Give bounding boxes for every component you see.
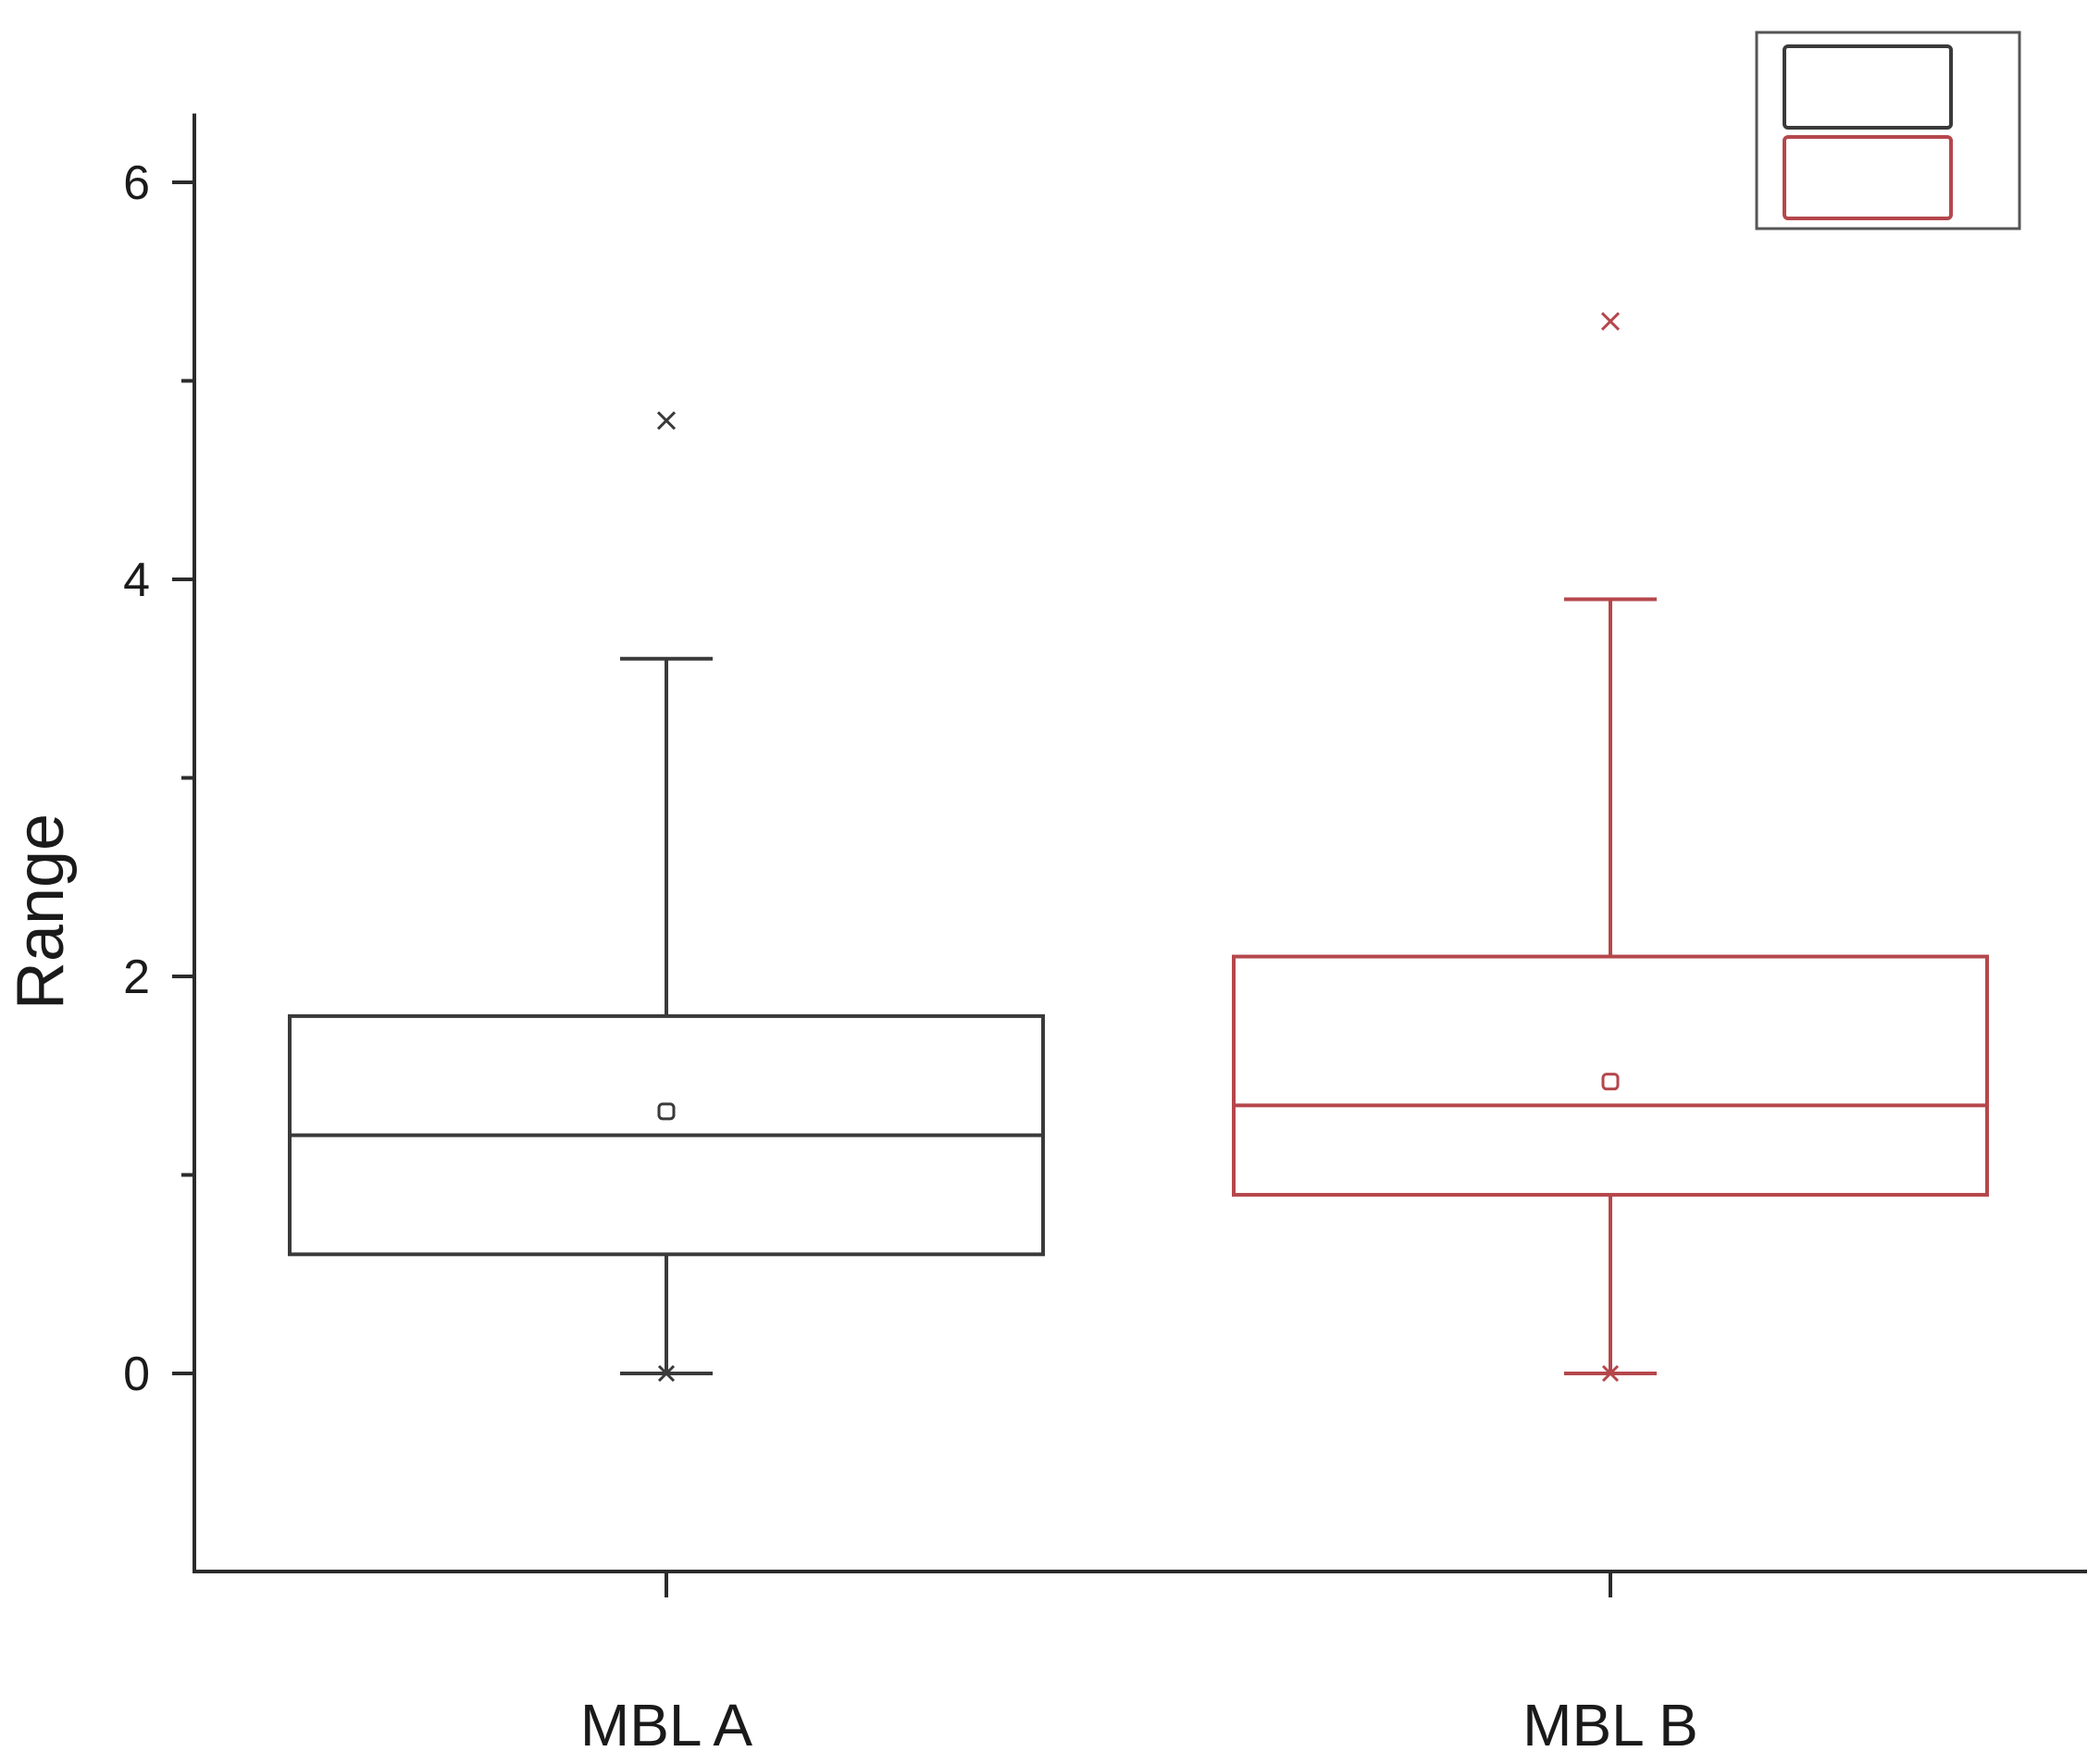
x-ticks: MBL A MBL B — [580, 1571, 1698, 1758]
legend-swatch-1 — [1783, 44, 1953, 130]
mean-marker — [1601, 1073, 1620, 1091]
y-axis-title: Range — [4, 814, 78, 1010]
x-tick-label: MBL B — [1522, 1692, 1698, 1758]
max-marker — [656, 411, 677, 430]
legend-swatch-2 — [1783, 135, 1953, 220]
legend-frame — [1755, 31, 2021, 230]
y-tick-label: 0 — [123, 1348, 150, 1401]
y-tick-label: 6 — [123, 156, 150, 210]
min-marker — [1601, 1364, 1620, 1383]
legend — [1755, 31, 2021, 230]
box-series — [288, 312, 1989, 1383]
iqr-box — [1232, 954, 1989, 1197]
y-ticks: 0 2 4 6 — [123, 156, 194, 1401]
y-tick-label: 2 — [123, 950, 150, 1004]
y-tick-label: 4 — [123, 553, 150, 607]
min-marker — [657, 1364, 676, 1383]
box-1 — [288, 411, 1045, 1383]
x-tick-label: MBL A — [580, 1692, 752, 1758]
max-marker — [1600, 312, 1621, 331]
mean-marker — [657, 1102, 676, 1121]
axes — [193, 113, 2087, 1573]
box-2 — [1232, 312, 1989, 1383]
